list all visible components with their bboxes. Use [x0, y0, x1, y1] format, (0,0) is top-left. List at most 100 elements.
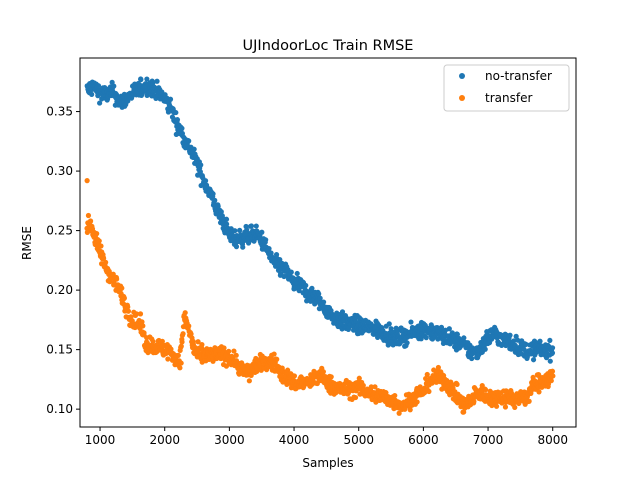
data-point: [197, 169, 203, 175]
data-point: [231, 348, 237, 354]
data-point: [454, 331, 460, 337]
x-tick-label: 2000: [149, 433, 180, 447]
data-point: [274, 356, 280, 362]
data-point: [223, 216, 230, 222]
data-point: [407, 407, 413, 413]
data-point: [512, 404, 518, 410]
data-point: [386, 321, 392, 327]
data-point: [218, 209, 224, 215]
data-point: [180, 331, 186, 337]
x-tick-label: 1000: [85, 433, 116, 447]
data-point: [303, 282, 309, 289]
data-point: [191, 146, 197, 152]
data-point: [438, 324, 445, 330]
data-point: [360, 382, 366, 389]
data-point: [98, 243, 104, 249]
data-point: [215, 203, 221, 209]
data-point: [177, 365, 183, 371]
plot-frame: [79, 57, 577, 428]
chart-title: UJIndoorLoc Train RMSE: [243, 38, 414, 54]
data-point: [175, 352, 181, 358]
data-point: [84, 229, 90, 235]
data-point: [133, 311, 140, 317]
data-point: [125, 308, 132, 314]
data-point: [294, 270, 300, 277]
data-point: [253, 223, 259, 229]
data-point: [435, 364, 441, 371]
data-point: [259, 229, 265, 235]
data-point: [356, 375, 362, 381]
data-point: [245, 240, 252, 246]
data-point: [461, 409, 467, 415]
data-point: [372, 384, 378, 390]
data-point: [167, 96, 174, 102]
data-point: [186, 323, 192, 329]
data-point: [526, 398, 532, 404]
data-point: [87, 218, 94, 224]
data-point: [320, 369, 326, 375]
data-point: [96, 238, 102, 244]
data-point: [271, 351, 277, 357]
data-point: [89, 91, 95, 97]
data-point: [316, 291, 322, 297]
data-point: [246, 378, 252, 384]
legend-frame: [443, 64, 570, 112]
data-point: [150, 338, 156, 345]
data-point: [328, 374, 334, 380]
series-transfer: [84, 178, 556, 416]
data-point: [263, 237, 269, 243]
data-point: [224, 221, 230, 227]
data-point: [140, 323, 146, 329]
data-point: [536, 389, 542, 395]
data-point: [248, 372, 254, 378]
data-point: [199, 341, 205, 348]
data-point: [233, 352, 239, 358]
data-point: [530, 357, 537, 363]
y-axis-ticks: 0.10 0.15 0.20 0.25 0.30 0.35: [46, 105, 80, 416]
data-point: [178, 360, 184, 366]
data-point: [154, 78, 160, 84]
data-point: [182, 310, 188, 316]
data-point: [523, 341, 529, 347]
data-point: [221, 345, 227, 351]
data-point: [179, 125, 185, 131]
data-point: [111, 83, 117, 89]
data-point: [550, 373, 556, 379]
y-tick-label: 0.30: [46, 164, 73, 178]
data-point: [515, 337, 521, 343]
x-tick-label: 8000: [537, 433, 568, 447]
y-tick-label: 0.25: [46, 224, 73, 238]
x-tick-label: 3000: [214, 433, 245, 447]
data-point: [248, 223, 255, 229]
data-point: [141, 330, 147, 336]
data-point: [493, 403, 500, 409]
data-point: [266, 246, 272, 252]
data-point: [549, 350, 556, 356]
data-point: [174, 117, 181, 123]
legend: no-transfer transfer: [443, 64, 570, 112]
data-point: [237, 227, 243, 233]
data-point: [516, 400, 522, 407]
data-point: [502, 404, 509, 410]
data-point: [212, 197, 218, 203]
data-point: [426, 388, 432, 395]
data-point: [84, 178, 90, 184]
data-point: [507, 332, 513, 338]
data-point: [424, 371, 430, 378]
data-point: [321, 299, 327, 305]
data-point: [423, 335, 429, 341]
x-axis-label: Samples: [302, 456, 353, 470]
data-point: [121, 295, 127, 301]
legend-marker-transfer: [459, 95, 465, 101]
data-point: [482, 387, 489, 393]
points-layer: [84, 76, 556, 416]
data-point: [291, 373, 298, 379]
y-tick-label: 0.10: [46, 402, 73, 416]
data-point: [188, 331, 194, 337]
data-point: [138, 77, 144, 83]
data-point: [95, 83, 102, 89]
x-tick-label: 5000: [343, 433, 374, 447]
data-point: [309, 285, 315, 291]
data-point: [210, 191, 216, 197]
data-point: [471, 398, 477, 404]
